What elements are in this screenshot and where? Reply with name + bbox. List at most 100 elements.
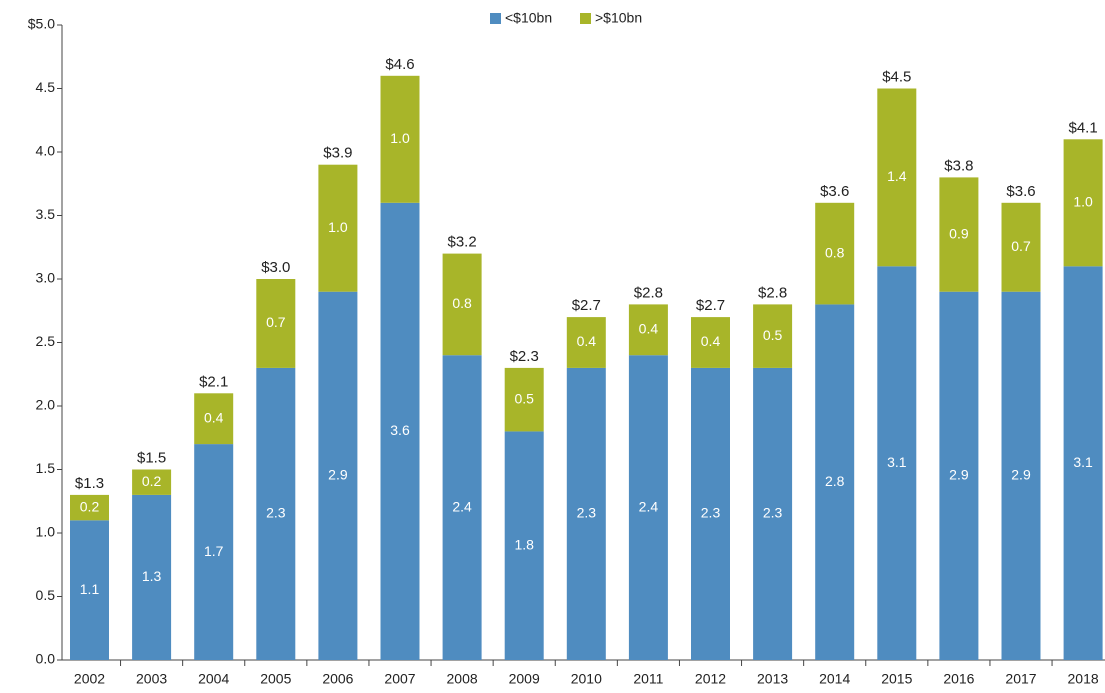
segment-label: 0.8	[452, 295, 472, 311]
segment-label: 2.3	[701, 505, 721, 521]
total-label: $3.0	[261, 259, 290, 276]
bar-segment	[132, 469, 172, 495]
bar-segment	[815, 202, 855, 305]
y-tick-label: $5.0	[28, 16, 55, 32]
segment-label: 1.0	[390, 130, 410, 146]
total-label: $1.3	[75, 475, 104, 492]
segment-label: 2.9	[328, 467, 348, 483]
segment-label: 2.9	[1011, 467, 1031, 483]
total-label: $4.1	[1068, 119, 1097, 136]
bar-segment	[753, 304, 793, 368]
y-tick-label: 3.0	[36, 270, 56, 286]
bar-segment	[70, 494, 109, 521]
bar-segment	[194, 393, 234, 445]
segment-label: 0.8	[825, 244, 845, 260]
segment-label: 3.1	[887, 454, 907, 470]
bar-segment	[691, 367, 730, 660]
bar-segment	[442, 355, 482, 660]
total-label: $4.5	[882, 68, 911, 85]
total-label: $3.8	[944, 157, 973, 174]
bar-segment	[566, 317, 606, 368]
x-tick-label: 2013	[757, 671, 788, 687]
segment-label: 0.7	[266, 314, 286, 330]
bar-segment	[256, 367, 296, 660]
x-tick-label: 2016	[943, 671, 974, 687]
bar-segment	[194, 444, 234, 660]
legend-label: <$10bn	[505, 10, 552, 26]
bar-segment	[1001, 202, 1041, 292]
bar-segment	[566, 367, 606, 660]
x-tick-label: 2008	[447, 671, 478, 687]
segment-label: 1.0	[1073, 194, 1093, 210]
x-tick-label: 2005	[260, 671, 291, 687]
x-tick-label: 2004	[198, 671, 229, 687]
bar-segment	[939, 291, 979, 660]
bar-segment	[939, 177, 979, 292]
segment-label: 0.4	[639, 321, 659, 337]
bar-segment	[691, 317, 730, 368]
x-tick-label: 2010	[571, 671, 602, 687]
total-label: $2.7	[572, 297, 601, 314]
segment-label: 0.2	[80, 498, 100, 514]
total-label: $1.5	[137, 449, 166, 466]
total-label: $3.9	[323, 145, 352, 162]
total-label: $3.6	[1006, 183, 1035, 200]
segment-label: 0.9	[949, 225, 969, 241]
legend-swatch	[580, 13, 591, 24]
segment-label: 0.4	[204, 409, 224, 425]
bar-segment	[628, 304, 668, 356]
bar-segment	[318, 291, 358, 660]
y-tick-label: 2.0	[36, 397, 56, 413]
bar-segment	[380, 75, 420, 203]
y-tick-label: 1.5	[36, 460, 56, 476]
bar-segment	[877, 88, 917, 267]
segment-label: 0.5	[514, 390, 534, 406]
y-tick-label: 4.0	[36, 143, 56, 159]
segment-label: 3.1	[1073, 454, 1093, 470]
total-label: $3.6	[820, 183, 849, 200]
segment-label: 2.8	[825, 473, 845, 489]
x-tick-label: 2006	[322, 671, 353, 687]
bar-segment	[256, 279, 296, 368]
segment-label: 0.2	[142, 473, 162, 489]
bar-segment	[318, 164, 358, 292]
segment-label: 1.4	[887, 168, 907, 184]
segment-label: 0.4	[701, 333, 721, 349]
bar-segment	[132, 494, 172, 660]
x-tick-label: 2002	[74, 671, 105, 687]
bar-segment	[504, 367, 544, 432]
bar-segment	[628, 355, 668, 660]
total-label: $2.8	[758, 284, 787, 301]
x-tick-label: 2011	[633, 671, 663, 687]
y-tick-label: 2.5	[36, 333, 56, 349]
total-label: $2.7	[696, 297, 725, 314]
x-tick-label: 2012	[695, 671, 726, 687]
bar-segment	[70, 520, 109, 660]
segment-label: 0.4	[577, 333, 597, 349]
x-tick-label: 2007	[384, 671, 415, 687]
segment-label: 2.4	[639, 498, 659, 514]
legend-label: >$10bn	[595, 10, 642, 26]
x-tick-label: 2014	[819, 671, 850, 687]
bar-segment	[1063, 266, 1103, 660]
bar-segment	[815, 304, 855, 660]
segment-label: 2.3	[266, 505, 286, 521]
segment-label: 1.3	[142, 568, 162, 584]
bar-segment	[380, 202, 420, 661]
segment-label: 1.7	[204, 543, 224, 559]
total-label: $4.6	[385, 56, 414, 73]
segment-label: 1.8	[514, 536, 534, 552]
total-label: $2.8	[634, 284, 663, 301]
segment-label: 0.5	[763, 327, 783, 343]
x-tick-label: 2018	[1068, 671, 1099, 687]
bar-segment	[1001, 291, 1041, 660]
total-label: $2.3	[510, 348, 539, 365]
segment-label: 3.6	[390, 422, 410, 438]
bar-segment	[504, 431, 544, 660]
segment-label: 0.7	[1011, 238, 1031, 254]
segment-label: 2.4	[452, 498, 472, 514]
bar-segment	[877, 266, 917, 660]
y-tick-label: 0.5	[36, 587, 56, 603]
y-tick-label: 4.5	[36, 79, 56, 95]
